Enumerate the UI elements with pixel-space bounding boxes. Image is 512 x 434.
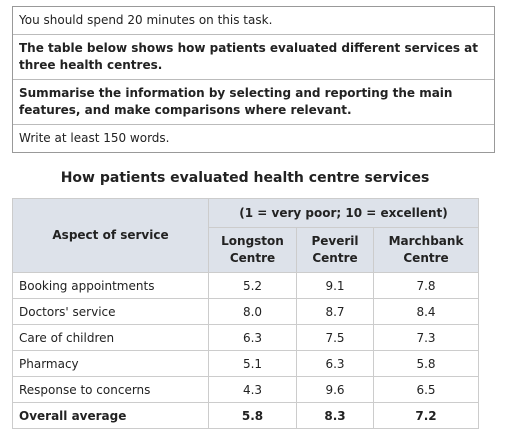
row-label: Doctors' service [12,298,209,325]
row-label: Booking appointments [12,272,209,299]
table-row: Doctors' service 8.0 8.7 8.4 [12,298,480,325]
cell: 5.2 [208,272,297,299]
cell: 9.6 [296,376,374,403]
row-label: Pharmacy [12,350,209,377]
cell: 5.8 [208,402,297,429]
cell: 7.8 [372,272,480,299]
table-row: Care of children 6.3 7.5 7.3 [12,324,480,351]
row-label: Response to concerns [12,376,209,403]
cell: 6.3 [208,324,297,351]
task-box: You should spend 20 minutes on this task… [12,6,495,153]
column-header: Aspect of service [12,198,209,273]
task-line: Write at least 150 words. [13,124,494,152]
task-line: Summarise the information by selecting a… [13,79,494,124]
cell: 6.3 [296,350,374,377]
table-body: Booking appointments 5.2 9.1 7.8 Doctors' se… [12,272,480,429]
row-label: Care of children [12,324,209,351]
data-table: Aspect of service (1 = very poor; 10 = e… [12,198,480,429]
column-header: Longston Centre [208,227,297,273]
table-row: Pharmacy 5.1 6.3 5.8 [12,350,480,377]
cell: 8.7 [296,298,374,325]
task-line: The table below shows how patients evalu… [13,34,494,79]
scale-note: (1 = very poor; 10 = excellent) [207,198,480,228]
cell: 6.5 [372,376,480,403]
column-header: Marchbank Centre [372,227,480,273]
cell: 8.0 [208,298,297,325]
table-title: How patients evaluated health centre ser… [60,170,430,186]
table-row: Response to concerns 4.3 9.6 6.5 [12,376,480,403]
row-label: Overall average [12,402,209,429]
task-line: You should spend 20 minutes on this task… [19,13,273,27]
cell: 5.8 [372,350,480,377]
cell: 8.4 [372,298,480,325]
cell: 7.5 [296,324,374,351]
cell: 9.1 [296,272,374,299]
cell: 8.3 [296,402,374,429]
column-header: Peveril Centre [296,227,374,273]
table-row: Booking appointments 5.2 9.1 7.8 [12,272,480,299]
cell: 7.2 [372,402,480,429]
table-row: Overall average 5.8 8.3 7.2 [12,402,480,429]
cell: 4.3 [208,376,297,403]
cell: 7.3 [372,324,480,351]
cell: 5.1 [208,350,297,377]
